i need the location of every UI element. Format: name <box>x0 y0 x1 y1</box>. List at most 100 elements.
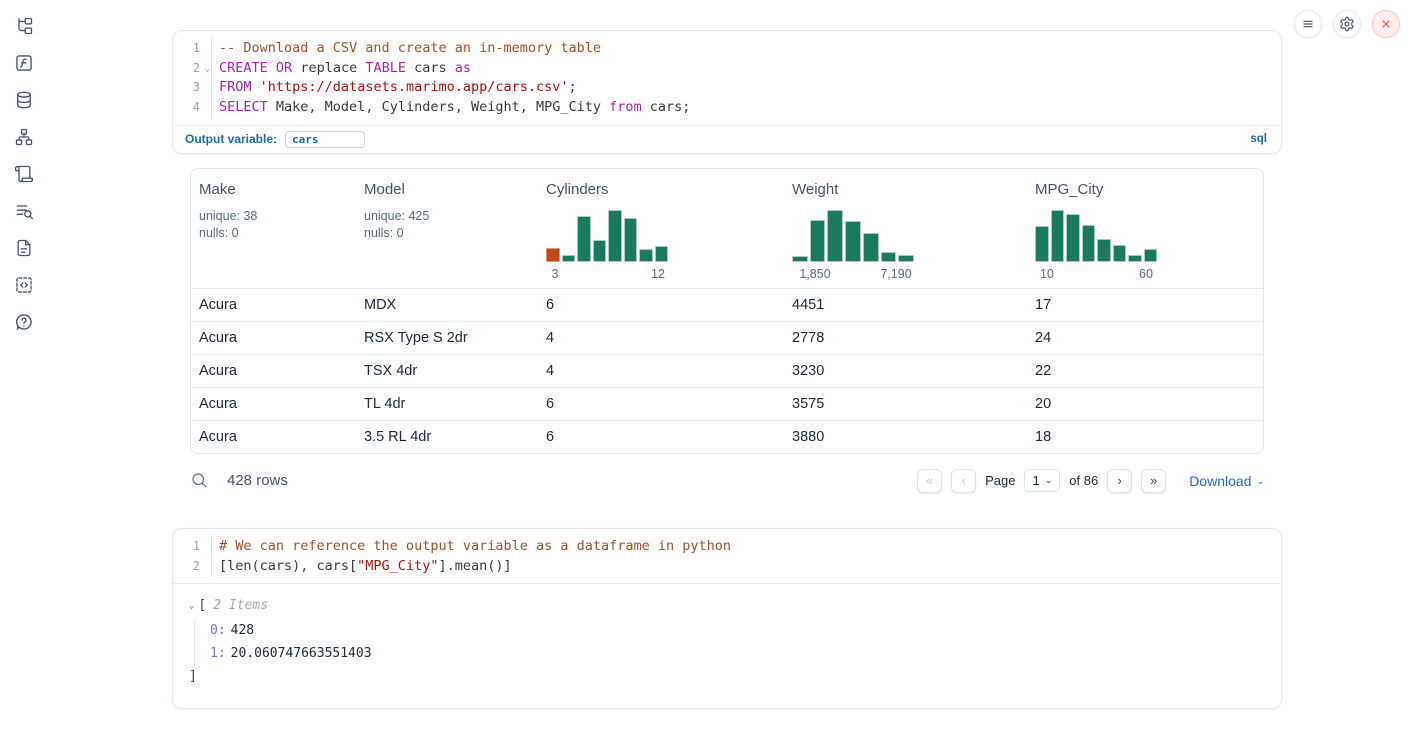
first-page-button[interactable]: « <box>917 468 943 493</box>
histogram-axis-labels: 1,850 7,190 <box>792 264 914 282</box>
table-search-button[interactable] <box>190 471 210 491</box>
help-icon <box>16 313 32 330</box>
page-label: Page <box>985 473 1016 489</box>
histogram-bars <box>546 209 668 262</box>
table-cell: Acura <box>199 296 237 313</box>
download-button[interactable]: Download ⌄ <box>1189 473 1264 489</box>
tree-entry-value: 428 <box>230 623 255 639</box>
histogram-bar <box>792 255 808 262</box>
histogram-min-label: 10 <box>1040 266 1054 281</box>
histogram-bar <box>1066 213 1080 262</box>
table-row[interactable]: Acura MDX 6 4451 17 <box>191 287 1263 321</box>
sidebar-item-dependency-graph[interactable] <box>14 126 35 147</box>
table-cell: 6 <box>546 395 555 412</box>
notebook-actions-toolbar <box>1294 10 1400 38</box>
code-token: as <box>454 59 472 76</box>
python-cell: 1 # We can reference the output variable … <box>172 527 1282 710</box>
code-text: [len(cars), cars["MPG_City"].mean()] <box>211 557 512 577</box>
notebook-main-area: 1 -- Download a CSV and create an in-memo… <box>172 30 1282 710</box>
histogram-bar <box>845 221 861 262</box>
column-header-weight[interactable]: Weight 1,850 7,190 <box>784 181 1027 282</box>
sql-cell: 1 -- Download a CSV and create an in-memo… <box>172 30 1282 154</box>
sidebar-item-database[interactable] <box>14 89 35 110</box>
column-name: Cylinders <box>546 180 609 198</box>
total-pages-label: of 86 <box>1069 473 1099 489</box>
histogram-bar <box>898 255 915 262</box>
column-name: MPG_City <box>1035 180 1104 198</box>
code-line: 1 -- Download a CSV and create an in-memo… <box>173 39 1281 59</box>
column-stat: nulls: 0 <box>364 225 404 240</box>
sidebar-item-help[interactable] <box>14 311 35 332</box>
sql-code-editor[interactable]: 1 -- Download a CSV and create an in-memo… <box>173 31 1281 125</box>
table-row[interactable]: Acura TSX 4dr 4 3230 22 <box>191 353 1263 387</box>
table-cell: RSX Type S 2dr <box>364 329 468 346</box>
tree-collapse-icon[interactable]: ⌄ <box>189 600 195 611</box>
tree-close-bracket: ] <box>189 669 197 685</box>
histogram-bar <box>639 249 653 262</box>
histogram-bar <box>546 248 560 262</box>
code-text: FROM 'https://datasets.marimo.app/cars.c… <box>211 78 577 98</box>
table-row[interactable]: Acura TL 4dr 6 3575 20 <box>191 386 1263 420</box>
histogram-axis-labels: 3 12 <box>546 264 668 282</box>
next-page-button[interactable]: › <box>1107 468 1133 493</box>
cars-data-table: Make unique: 38 nulls: 0 Model unique: 425 nu… <box>190 167 1264 454</box>
table-cell: Acura <box>199 329 237 346</box>
table-cell: 4 <box>546 329 555 346</box>
sql-cell-footer: Output variable: sql <box>173 124 1281 153</box>
tree-open-bracket: [ <box>198 598 207 614</box>
sidebar-item-file-tree[interactable] <box>14 15 35 36</box>
histogram-min-label: 1,850 <box>799 266 831 281</box>
column-header-cylinders[interactable]: Cylinders 3 12 <box>538 181 784 282</box>
table-cell: 18 <box>1035 428 1052 445</box>
python-cell-output: ⌄ [ 2 Items 0: 428 1: 20.060747663551403 ] <box>173 583 1281 708</box>
table-cell: 2778 <box>792 329 825 346</box>
column-stat: unique: 38 <box>199 208 258 223</box>
table-footer: 428 rows « ‹ Page 1 ⌄ of 86 › » Download… <box>190 464 1264 498</box>
sidebar-item-logs[interactable] <box>14 163 35 184</box>
line-number: 1 <box>192 41 200 55</box>
previous-page-button[interactable]: ‹ <box>951 468 977 493</box>
sidebar-item-functions[interactable] <box>14 52 35 73</box>
tree-output-body: 0: 428 1: 20.060747663551403 <box>194 620 1265 666</box>
histogram-bar <box>880 252 897 262</box>
column-histogram: 1,850 7,190 <box>792 209 915 282</box>
sidebar-item-snippets[interactable] <box>14 274 35 295</box>
code-text: CREATE OR replace TABLE cars as <box>211 59 471 79</box>
column-header-make[interactable]: Make unique: 38 nulls: 0 <box>191 181 356 282</box>
helper-panel-sidebar <box>0 0 48 729</box>
table-cell: TL 4dr <box>364 395 406 412</box>
tree-entry-key: 0: <box>210 623 226 639</box>
tree-items-count: 2 Items <box>213 598 269 614</box>
page-select[interactable]: 1 ⌄ <box>1024 469 1061 493</box>
histogram-bars <box>1035 209 1157 262</box>
menu-button[interactable] <box>1294 10 1322 38</box>
table-header-row: Make unique: 38 nulls: 0 Model unique: 425 nu… <box>191 169 1263 288</box>
settings-button[interactable] <box>1333 10 1361 38</box>
code-token: [len(cars), cars[ <box>219 557 358 574</box>
histogram-min-label: 3 <box>551 266 559 281</box>
output-variable-input[interactable] <box>285 130 366 148</box>
sidebar-item-document[interactable] <box>14 237 35 258</box>
code-token: SELECT <box>219 99 268 116</box>
histogram-bar <box>608 209 622 262</box>
column-header-mpg_city[interactable]: MPG_City 10 60 <box>1027 181 1263 282</box>
table-cell: Acura <box>199 395 237 412</box>
language-badge[interactable]: sql <box>1250 133 1267 146</box>
code-token <box>268 60 276 76</box>
column-header-model[interactable]: Model unique: 425 nulls: 0 <box>356 181 538 282</box>
table-row[interactable]: Acura 3.5 RL 4dr 6 3880 18 <box>191 419 1263 453</box>
shutdown-button[interactable] <box>1372 10 1400 38</box>
histogram-max-label: 60 <box>1139 266 1153 281</box>
tree-entry-value: 20.060747663551403 <box>230 645 372 661</box>
line-number: 2 ⌄ <box>173 59 211 79</box>
sidebar-item-search-list[interactable] <box>14 200 35 221</box>
python-code-editor[interactable]: 1 # We can reference the output variable … <box>173 529 1281 583</box>
fold-chevron-icon[interactable]: ⌄ <box>204 63 210 74</box>
last-page-button[interactable]: » <box>1141 468 1167 493</box>
histogram-bar <box>1050 209 1064 262</box>
download-label: Download <box>1189 472 1252 489</box>
table-row[interactable]: Acura RSX Type S 2dr 4 2778 24 <box>191 320 1263 354</box>
table-cell: 24 <box>1035 329 1052 346</box>
code-token: from <box>609 99 642 116</box>
histogram-max-label: 12 <box>651 266 665 281</box>
